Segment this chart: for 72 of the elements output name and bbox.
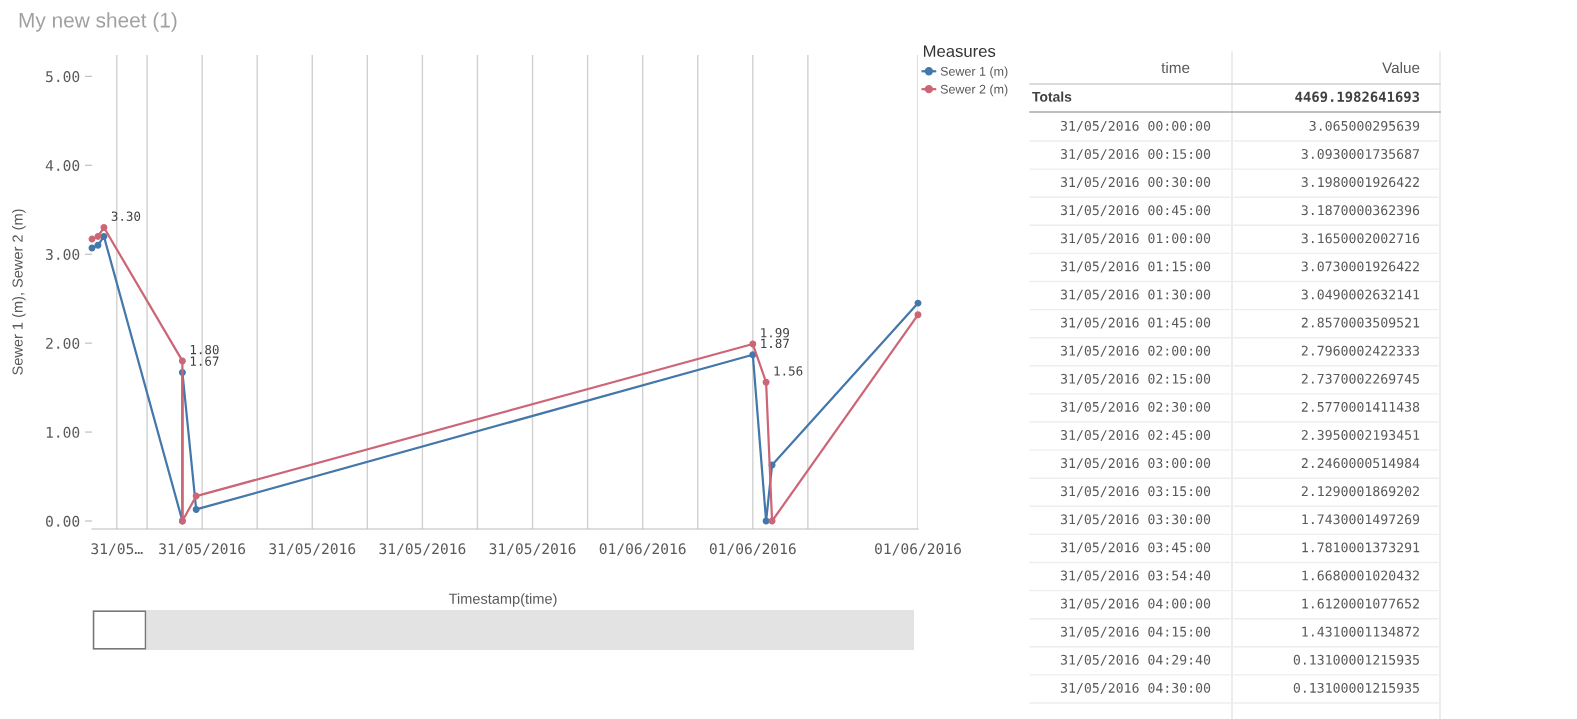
text: 31/05/2016 01:45:00 bbox=[1060, 317, 1211, 329]
text: 31/05/2016 01:30:00 bbox=[1060, 289, 1211, 301]
text: 31/05/2016 00:00:00 bbox=[1060, 120, 1211, 132]
data-label: 3.30 bbox=[111, 211, 141, 221]
text: 31/05/2016 03:00:00 bbox=[1060, 458, 1211, 470]
legend-label: Sewer 1 (m) bbox=[940, 66, 1008, 79]
text: 1.6120001077652 bbox=[1302, 598, 1419, 609]
x-axis-title: Timestamp(time) bbox=[448, 593, 557, 607]
text: 31/05/2016 02:45:00 bbox=[1060, 429, 1211, 441]
text: Totals bbox=[1032, 91, 1072, 102]
text: 31/05/2016 02:15:00 bbox=[1060, 373, 1211, 385]
x-tick-label: 31/05/2016 bbox=[489, 543, 576, 556]
legend-title: Measures bbox=[923, 45, 996, 58]
y-tick-label: 1.00 bbox=[46, 426, 80, 438]
text: 3.1650002002716 bbox=[1301, 233, 1420, 244]
text: 31/05/2016 04:29:40 bbox=[1060, 654, 1211, 666]
x-tick-label: 01/06/2016 bbox=[875, 543, 961, 556]
data-label: 1.56 bbox=[774, 366, 803, 376]
data-label: 1.99 bbox=[761, 327, 789, 338]
text: 31/05/2016 00:30:00 bbox=[1060, 177, 1211, 189]
x-tick-label: 31/05/2016 bbox=[379, 543, 466, 556]
text: 3.0930001735687 bbox=[1301, 148, 1420, 159]
text: 2.7370002269745 bbox=[1301, 373, 1419, 384]
text: 31/05/2016 03:45:00 bbox=[1060, 542, 1211, 554]
text: 31/05/2016 04:00:00 bbox=[1060, 598, 1211, 610]
text: 31/05/2016 02:00:00 bbox=[1060, 345, 1211, 357]
text: 2.2460000514984 bbox=[1301, 458, 1420, 469]
text: 1.7430001497269 bbox=[1302, 514, 1420, 525]
y-tick-label: 4.00 bbox=[45, 160, 80, 172]
text: 3.065000295639 bbox=[1309, 120, 1420, 131]
text: 31/05/2016 00:45:00 bbox=[1060, 205, 1211, 217]
y-tick-label: 0.00 bbox=[46, 515, 80, 527]
y-tick-label: 5.00 bbox=[46, 71, 80, 83]
text: 31/05/2016 01:15:00 bbox=[1060, 261, 1211, 273]
text: 2.7960002422333 bbox=[1301, 345, 1420, 356]
text: 2.8570003509521 bbox=[1301, 317, 1420, 328]
text: Value bbox=[1382, 61, 1420, 74]
text: 0.13100001215935 bbox=[1293, 682, 1419, 693]
text: 31/05/2016 03:54:40 bbox=[1060, 570, 1211, 582]
text: 3.1870000362396 bbox=[1301, 205, 1420, 216]
text: 31/05/2016 02:30:00 bbox=[1060, 401, 1211, 413]
x-tick-label: 31/05… bbox=[91, 543, 143, 556]
text: 31/05/2016 01:00:00 bbox=[1060, 233, 1211, 245]
text: 31/05/2016 03:15:00 bbox=[1060, 486, 1211, 498]
chart-title: My new sheet (1) bbox=[19, 12, 177, 32]
text: time bbox=[1161, 61, 1190, 74]
data-label: 1.87 bbox=[761, 338, 789, 349]
x-tick-label: 01/06/2016 bbox=[709, 543, 796, 556]
y-tick-label: 3.00 bbox=[46, 248, 80, 260]
text: 2.3950002193451 bbox=[1301, 429, 1420, 440]
text: 3.0730001926422 bbox=[1301, 261, 1419, 272]
text: 1.4310001134872 bbox=[1302, 626, 1419, 637]
text: 2.5770001411438 bbox=[1301, 401, 1420, 412]
text: 1.7810001373291 bbox=[1302, 542, 1420, 553]
y-tick-label: 2.00 bbox=[46, 337, 80, 349]
text: 3.1980001926422 bbox=[1301, 177, 1419, 188]
data-label: 1.67 bbox=[190, 356, 219, 366]
x-tick-label: 01/06/2016 bbox=[599, 543, 686, 556]
data-label: 1.80 bbox=[190, 344, 219, 355]
text: 3.0490002632141 bbox=[1301, 289, 1420, 300]
text: 31/05/2016 04:30:00 bbox=[1060, 682, 1211, 694]
text: 1.6680001020432 bbox=[1302, 570, 1419, 581]
x-tick-label: 31/05/2016 bbox=[269, 543, 356, 556]
text: 0.13100001215935 bbox=[1293, 654, 1419, 665]
text: 31/05/2016 00:15:00 bbox=[1060, 148, 1211, 160]
text: 4469.1982641693 bbox=[1295, 91, 1420, 103]
legend-label: Sewer 2 (m) bbox=[940, 84, 1008, 97]
y-axis-title: Sewer 1 (m), Sewer 2 (m) bbox=[12, 209, 26, 375]
text: 31/05/2016 04:15:00 bbox=[1060, 626, 1211, 638]
x-tick-label: 31/05/2016 bbox=[159, 543, 246, 556]
text: 31/05/2016 03:30:00 bbox=[1060, 514, 1211, 526]
text: 2.1290001869202 bbox=[1301, 486, 1419, 497]
